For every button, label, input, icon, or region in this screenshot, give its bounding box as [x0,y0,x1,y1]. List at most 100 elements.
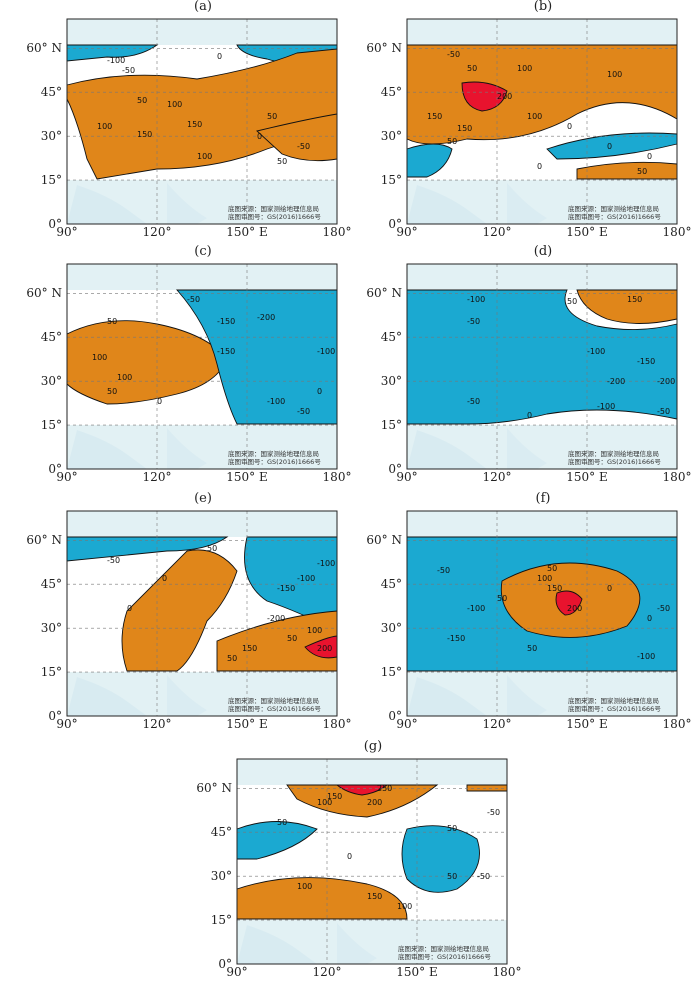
contour-label: 50 [527,644,537,653]
x-tick-label: 180° [662,225,692,239]
contour-label: 0 [567,122,572,131]
x-tick-label: 180° [322,717,352,731]
credit-line: 底图审图号：GS(2016)1666号 [398,953,491,962]
y-tick-label: 30° [380,621,402,636]
panel-c: (c) -50 50 100 100 50 0 -150 -200 -150 -100 -100 -5… [18,245,351,485]
contour-label: 150 [427,112,442,121]
y-tick-label: 0° [48,217,62,231]
contour-label: -100 [317,559,335,568]
y-tick-label: 30° [210,869,232,884]
y-tick-label: 0° [218,957,232,971]
x-tick-label: 90° [396,225,418,239]
contour-label: 50 [207,544,217,553]
credit-line: 底图来源：国家测绘地理信息局 [398,945,489,954]
y-tick-label: 60° N [366,41,402,56]
contour-label: -200 [257,313,275,322]
land-shape [167,428,207,469]
y-tick-label: 0° [388,217,402,231]
contour-label: 50 [267,112,277,121]
y-tick-label: 15° [380,665,402,680]
contour-label: 50 [447,872,457,881]
contour-label: 250 [377,784,392,793]
map-credit: 底图来源：国家测绘地理信息局 底图审图号：GS(2016)1666号 [568,450,661,466]
negative-anomaly-region [406,143,453,178]
x-tick-label: 90° [396,717,418,731]
contour-label: -50 [467,317,480,326]
contour-label: 150 [327,792,342,801]
positive-anomaly-region [286,784,439,818]
contour-label: 200 [317,644,332,653]
y-tick-label: 0° [48,462,62,476]
map-d: -100 -50 50 150 -100 -200 -150 -200 -50 -100 -50 0 [406,263,678,470]
contour-label: 100 [92,353,107,362]
contour-label: -200 [607,377,625,386]
credit-line: 底图来源：国家测绘地理信息局 [568,450,659,459]
credit-line: 底图审图号：GS(2016)1666号 [228,213,321,222]
contour-label: 50 [137,96,147,105]
contour-label: -100 [267,397,285,406]
y-tick-label: 15° [40,665,62,680]
x-tick-label: 180° [662,717,692,731]
contour-label: 0 [257,132,262,141]
contour-label: 50 [447,824,457,833]
x-tick-label: 150° E [226,470,268,484]
y-tick-label: 60° N [196,781,232,796]
x-tick-label: 90° [226,965,248,979]
x-tick-label: 120° [482,717,512,731]
contour-label: 100 [297,882,312,891]
x-tick-label: 180° [322,225,352,239]
contour-label: 150 [367,892,382,901]
contour-label: -100 [297,574,315,583]
contour-label: 150 [547,584,562,593]
y-tick-label: 45° [380,330,402,345]
land-shape [407,430,487,469]
y-tick-label: 30° [40,621,62,636]
y-tick-label: 60° N [26,286,62,301]
x-tick-label: 150° E [566,717,608,731]
y-tick-label: 15° [380,173,402,188]
credit-line: 底图来源：国家测绘地理信息局 [568,697,659,706]
x-tick-label: 90° [56,470,78,484]
contour-label: 50 [107,317,117,326]
land-shape [407,185,487,224]
y-tick-label: 45° [380,577,402,592]
contour-label: -150 [217,317,235,326]
contour-label: -100 [107,56,125,65]
negative-anomaly-region [66,536,229,562]
panel-label: (e) [194,491,212,506]
contour-label: 100 [197,152,212,161]
x-tick-label: 90° [56,717,78,731]
y-tick-label: 15° [210,913,232,928]
credit-line: 底图审图号：GS(2016)1666号 [228,458,321,467]
y-tick-label: 45° [40,330,62,345]
y-tick-label: 45° [40,577,62,592]
y-tick-label: 45° [210,825,232,840]
contour-label: -50 [657,407,670,416]
credit-line: 底图来源：国家测绘地理信息局 [228,697,319,706]
land-shape [67,677,147,716]
contour-label: 100 [537,574,552,583]
contour-label: 0 [317,387,322,396]
map-credit: 底图来源：国家测绘地理信息局 底图审图号：GS(2016)1666号 [398,945,491,961]
map-credit: 底图来源：国家测绘地理信息局 底图审图号：GS(2016)1666号 [228,205,321,221]
credit-line: 底图来源：国家测绘地理信息局 [228,450,319,459]
contour-label: 50 [447,137,457,146]
contour-label: 0 [162,574,167,583]
contour-label: -50 [447,50,460,59]
contour-label: 50 [277,818,287,827]
contour-label: 0 [647,614,652,623]
panel-f: (f) -50 -100 -150 50 100 150 200 0 -50 50 -100 50 0 6… [358,492,691,732]
positive-anomaly-region [121,549,238,672]
y-tick-label: 30° [40,374,62,389]
panel-label: (f) [535,491,551,506]
y-tick-label: 60° N [26,533,62,548]
panel-label: (b) [533,0,553,14]
contour-label: -150 [447,634,465,643]
panel-label: (g) [363,739,383,754]
x-tick-label: 150° E [396,965,438,979]
contour-label: 50 [107,387,117,396]
contour-label: -50 [467,397,480,406]
